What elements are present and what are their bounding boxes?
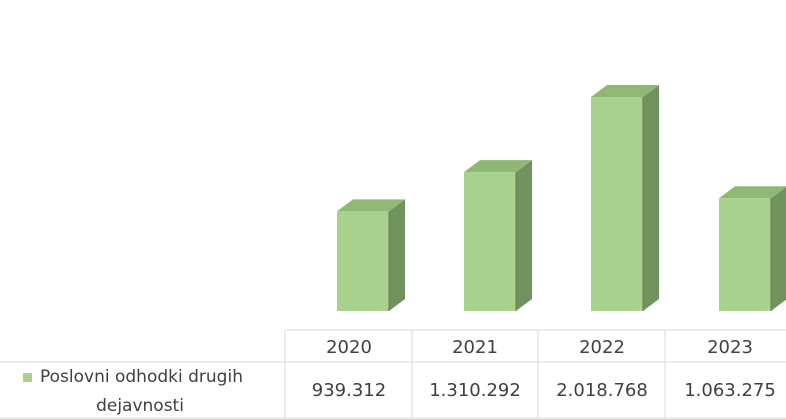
bar-front-2022 (591, 97, 643, 311)
bar-top-2022 (591, 85, 659, 97)
bars-layer (337, 85, 786, 311)
bar-side-2022 (643, 85, 659, 311)
year-label-2021: 2021 (452, 337, 498, 358)
data-table: Poslovni odhodki drugih dejavnosti 2020 … (0, 329, 786, 419)
year-label-2020: 2020 (326, 337, 372, 358)
legend-marker (23, 373, 32, 382)
bar-front-2021 (464, 172, 516, 311)
bar-front-2020 (337, 211, 389, 311)
bar-side-2021 (516, 160, 532, 311)
bar-2023 (719, 186, 786, 311)
bar-side-2020 (389, 199, 405, 311)
year-label-2022: 2022 (579, 337, 625, 358)
value-label-2023: 1.063.275 (684, 380, 776, 401)
bar-top-2020 (337, 199, 405, 212)
legend-label-line-1: Poslovni odhodki drugih (40, 367, 243, 387)
bar-2022 (591, 85, 659, 311)
bar-top-2023 (719, 186, 786, 199)
value-label-2021: 1.310.292 (429, 380, 521, 401)
legend-label-line-2: dejavnosti (96, 396, 184, 416)
year-label-2023: 2023 (707, 337, 753, 358)
value-label-2020: 939.312 (312, 380, 386, 401)
bar-2020 (337, 199, 405, 311)
value-label-2022: 2.018.768 (556, 380, 648, 401)
bar-front-2023 (719, 198, 771, 311)
bar-2021 (464, 160, 532, 311)
bar-top-2021 (464, 160, 532, 173)
bar-side-2023 (771, 187, 786, 311)
